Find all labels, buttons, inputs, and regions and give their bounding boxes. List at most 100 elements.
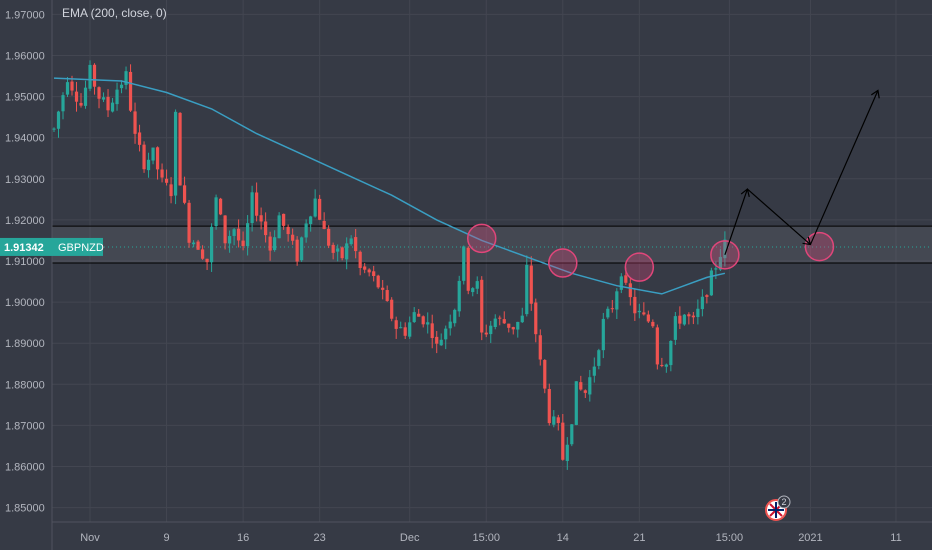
candle-body xyxy=(696,308,700,318)
candle-body xyxy=(493,318,497,327)
candle-body xyxy=(187,202,191,243)
x-tick-label: 15:00 xyxy=(716,532,744,544)
y-tick-label: 1.88000 xyxy=(5,379,45,391)
candle-body xyxy=(376,275,380,288)
y-tick-label: 1.90000 xyxy=(5,297,45,309)
candle-body xyxy=(574,381,578,425)
candle-body xyxy=(178,112,182,186)
projection-arrows xyxy=(724,89,880,256)
candle-body xyxy=(273,237,277,251)
ema-line xyxy=(53,77,726,295)
candle-body xyxy=(246,223,250,247)
candle-body xyxy=(367,269,371,273)
candle-body xyxy=(164,178,169,183)
candle-body xyxy=(624,275,628,283)
y-tick-label: 1.94000 xyxy=(5,133,45,145)
candle-body xyxy=(628,283,632,298)
candle-body xyxy=(619,276,623,290)
candle-body xyxy=(232,229,236,236)
y-tick-label: 1.92000 xyxy=(5,215,45,227)
x-tick-label: 23 xyxy=(314,532,326,544)
candle-body xyxy=(655,327,659,365)
y-tick-label: 1.86000 xyxy=(5,462,45,474)
candle-body xyxy=(502,319,506,324)
price-badge-bg xyxy=(0,237,103,256)
candle-body xyxy=(408,322,412,337)
candle-body xyxy=(200,249,205,259)
candle-body xyxy=(709,270,713,296)
candle-body xyxy=(83,87,88,106)
candle-body xyxy=(327,228,331,246)
candle-body xyxy=(65,82,70,95)
candlesticks xyxy=(52,60,727,470)
candle-body xyxy=(300,237,304,261)
candle-body xyxy=(543,360,547,389)
candle-body xyxy=(214,197,218,227)
touch-circle xyxy=(804,231,835,262)
touch-circle xyxy=(466,223,497,254)
y-tick-label: 1.95000 xyxy=(5,92,45,104)
grid xyxy=(52,0,932,522)
indicator-legend[interactable]: EMA (200, close, 0) xyxy=(62,6,167,20)
time-axis[interactable]: Nov 9 16 23 Dec 15:00 14 21 15:00 2021 11 xyxy=(80,532,901,544)
candle-body xyxy=(606,308,610,318)
candle-body xyxy=(651,321,655,327)
y-tick-label: 1.89000 xyxy=(5,338,45,350)
candle-body xyxy=(336,248,340,252)
x-tick-label: 9 xyxy=(164,532,170,544)
candle-body xyxy=(579,382,583,390)
candle-body xyxy=(241,240,245,247)
candle-body xyxy=(381,287,385,290)
candle-body xyxy=(669,341,673,366)
candle-body xyxy=(255,192,259,216)
candle-body xyxy=(128,71,133,111)
candle-body xyxy=(484,332,488,335)
candle-body xyxy=(718,256,722,270)
x-tick-label: 2021 xyxy=(798,532,822,544)
candle-body xyxy=(196,241,200,250)
candle-body xyxy=(358,251,362,268)
x-tick-label: 21 xyxy=(633,532,645,544)
price-axis[interactable]: 1.97000 1.96000 1.95000 1.94000 1.93000 1.920… xyxy=(5,0,932,550)
x-tick-label: 15:00 xyxy=(472,532,500,544)
x-tick-label: 14 xyxy=(557,532,569,544)
projection-segment xyxy=(724,188,748,256)
candle-body xyxy=(101,97,106,100)
candle-body xyxy=(160,169,164,178)
candle-body xyxy=(322,220,326,229)
y-tick-label: 1.91000 xyxy=(5,256,45,268)
candle-body xyxy=(354,237,358,252)
candle-body xyxy=(56,111,61,129)
candle-body xyxy=(615,291,619,310)
arrow-head xyxy=(870,89,880,99)
candle-body xyxy=(363,266,367,270)
candle-body xyxy=(426,322,430,325)
candle-body xyxy=(218,198,223,215)
candle-body xyxy=(705,295,709,297)
candle-body xyxy=(92,64,97,87)
candle-body xyxy=(124,71,128,85)
candle-body xyxy=(714,268,718,270)
projection-segment xyxy=(809,90,879,245)
touch-highlights xyxy=(466,223,835,282)
candle-body xyxy=(237,228,241,241)
candle-body xyxy=(137,132,142,145)
candle-body xyxy=(462,246,466,281)
candle-body xyxy=(633,296,637,314)
event-count-bg xyxy=(777,495,791,509)
candle-body xyxy=(340,247,344,259)
candle-body xyxy=(457,280,461,312)
candle-body xyxy=(547,388,551,424)
candle-body xyxy=(561,422,565,460)
candle-body xyxy=(691,315,695,318)
candle-body xyxy=(525,264,529,315)
candle-body xyxy=(642,312,646,315)
candle-body xyxy=(295,239,299,262)
event-badge[interactable]: 2 xyxy=(765,495,791,521)
candle-body xyxy=(106,96,110,111)
candle-body xyxy=(291,234,295,241)
y-tick-label: 1.93000 xyxy=(5,174,45,186)
candle-body xyxy=(264,221,268,236)
candle-body xyxy=(435,336,439,344)
